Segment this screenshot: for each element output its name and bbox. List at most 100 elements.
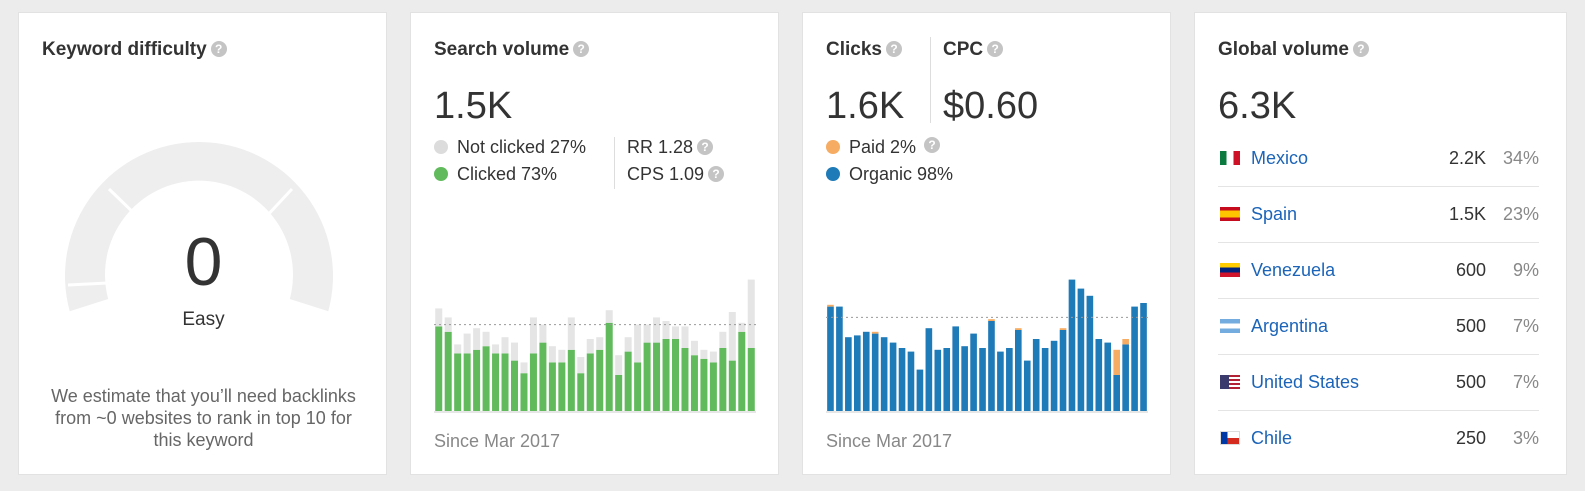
- bar-paid[interactable]: [827, 304, 834, 307]
- bar-not-clicked[interactable]: [454, 344, 462, 354]
- bar-organic[interactable]: [1032, 339, 1040, 411]
- bar-not-clicked[interactable]: [596, 337, 604, 350]
- bar-organic[interactable]: [836, 306, 843, 411]
- help-icon[interactable]: ?: [573, 41, 590, 57]
- bar-organic[interactable]: [1014, 330, 1022, 411]
- bar-organic[interactable]: [1050, 340, 1058, 411]
- bar-not-clicked[interactable]: [539, 324, 547, 343]
- bar-not-clicked[interactable]: [662, 321, 670, 339]
- bar-not-clicked[interactable]: [567, 317, 575, 350]
- bar-not-clicked[interactable]: [643, 324, 651, 343]
- help-icon[interactable]: ?: [1352, 41, 1369, 57]
- bar-clicked[interactable]: [643, 342, 651, 411]
- bar-clicked[interactable]: [577, 373, 585, 411]
- bar-clicked[interactable]: [482, 346, 490, 411]
- bar-paid[interactable]: [1014, 328, 1022, 330]
- bar-clicked[interactable]: [634, 362, 642, 411]
- bar-clicked[interactable]: [492, 353, 500, 411]
- bar-organic[interactable]: [1140, 303, 1147, 411]
- bar-organic[interactable]: [925, 328, 933, 411]
- country-link[interactable]: Venezuela: [1251, 260, 1336, 280]
- bar-organic[interactable]: [934, 349, 942, 411]
- bar-clicked[interactable]: [690, 355, 698, 411]
- bar-organic[interactable]: [1086, 295, 1094, 411]
- bar-organic[interactable]: [862, 331, 870, 411]
- bar-not-clicked[interactable]: [709, 351, 717, 363]
- bar-not-clicked[interactable]: [586, 339, 594, 354]
- bar-organic[interactable]: [1068, 279, 1076, 411]
- bar-organic[interactable]: [1077, 288, 1085, 411]
- bar-not-clicked[interactable]: [747, 279, 755, 348]
- bar-not-clicked[interactable]: [653, 317, 661, 343]
- bar-organic[interactable]: [853, 335, 861, 411]
- bar-not-clicked[interactable]: [615, 355, 623, 375]
- country-link[interactable]: Mexico: [1251, 148, 1309, 168]
- bar-organic[interactable]: [1059, 330, 1067, 411]
- bar-clicked[interactable]: [510, 360, 519, 411]
- bar-clicked[interactable]: [747, 348, 755, 411]
- bar-clicked[interactable]: [539, 342, 547, 411]
- bar-not-clicked[interactable]: [681, 326, 689, 348]
- bar-clicked[interactable]: [605, 322, 613, 411]
- bar-organic[interactable]: [907, 351, 915, 411]
- bar-clicked[interactable]: [709, 362, 717, 411]
- bar-not-clicked[interactable]: [738, 322, 746, 332]
- bar-organic[interactable]: [961, 346, 968, 411]
- bar-organic[interactable]: [845, 337, 852, 411]
- bar-clicked[interactable]: [529, 353, 537, 411]
- bar-organic[interactable]: [1023, 360, 1031, 411]
- bar-clicked[interactable]: [586, 353, 594, 411]
- bar-organic[interactable]: [979, 348, 986, 411]
- bar-organic[interactable]: [880, 337, 888, 411]
- bar-not-clicked[interactable]: [690, 340, 698, 356]
- bar-not-clicked[interactable]: [529, 317, 537, 354]
- bar-clicked[interactable]: [624, 351, 632, 411]
- bar-not-clicked[interactable]: [463, 333, 471, 354]
- help-icon[interactable]: ?: [987, 41, 1004, 57]
- bar-clicked[interactable]: [738, 331, 746, 411]
- bar-organic[interactable]: [1095, 339, 1103, 411]
- bar-paid[interactable]: [1059, 328, 1067, 330]
- bar-clicked[interactable]: [444, 331, 452, 411]
- bar-not-clicked[interactable]: [492, 344, 500, 354]
- bar-clicked[interactable]: [463, 353, 471, 411]
- bar-organic[interactable]: [1006, 348, 1013, 411]
- bar-not-clicked[interactable]: [548, 346, 556, 363]
- bar-paid[interactable]: [1113, 349, 1121, 375]
- bar-clicked[interactable]: [615, 375, 623, 411]
- country-link[interactable]: United States: [1251, 372, 1360, 392]
- bar-not-clicked[interactable]: [435, 308, 443, 327]
- bar-not-clicked[interactable]: [444, 317, 452, 332]
- bar-not-clicked[interactable]: [501, 337, 509, 354]
- bar-not-clicked[interactable]: [520, 362, 528, 374]
- bar-not-clicked[interactable]: [634, 324, 642, 363]
- bar-clicked[interactable]: [548, 362, 556, 411]
- bar-clicked[interactable]: [719, 348, 727, 411]
- country-link[interactable]: Spain: [1251, 204, 1298, 224]
- bar-not-clicked[interactable]: [728, 312, 736, 361]
- help-icon[interactable]: ?: [708, 166, 725, 182]
- bar-clicked[interactable]: [567, 349, 575, 411]
- bar-organic[interactable]: [970, 333, 977, 411]
- bar-not-clicked[interactable]: [605, 310, 613, 323]
- help-icon[interactable]: ?: [210, 41, 227, 57]
- bar-not-clicked[interactable]: [624, 337, 632, 352]
- bar-not-clicked[interactable]: [558, 349, 566, 363]
- bar-paid[interactable]: [1122, 339, 1129, 345]
- bar-clicked[interactable]: [435, 326, 443, 411]
- bar-organic[interactable]: [1131, 306, 1138, 411]
- bar-clicked[interactable]: [501, 353, 509, 411]
- bar-organic[interactable]: [997, 351, 1004, 411]
- bar-clicked[interactable]: [473, 349, 481, 411]
- bar-not-clicked[interactable]: [719, 331, 727, 348]
- bar-clicked[interactable]: [454, 353, 462, 411]
- bar-clicked[interactable]: [662, 339, 670, 411]
- bar-organic[interactable]: [889, 342, 897, 411]
- help-icon[interactable]: ?: [924, 137, 941, 153]
- bar-clicked[interactable]: [596, 349, 604, 411]
- bar-clicked[interactable]: [671, 339, 680, 411]
- bar-clicked[interactable]: [520, 373, 528, 411]
- bar-not-clicked[interactable]: [473, 328, 481, 350]
- bar-clicked[interactable]: [681, 348, 689, 411]
- bar-not-clicked[interactable]: [700, 349, 708, 359]
